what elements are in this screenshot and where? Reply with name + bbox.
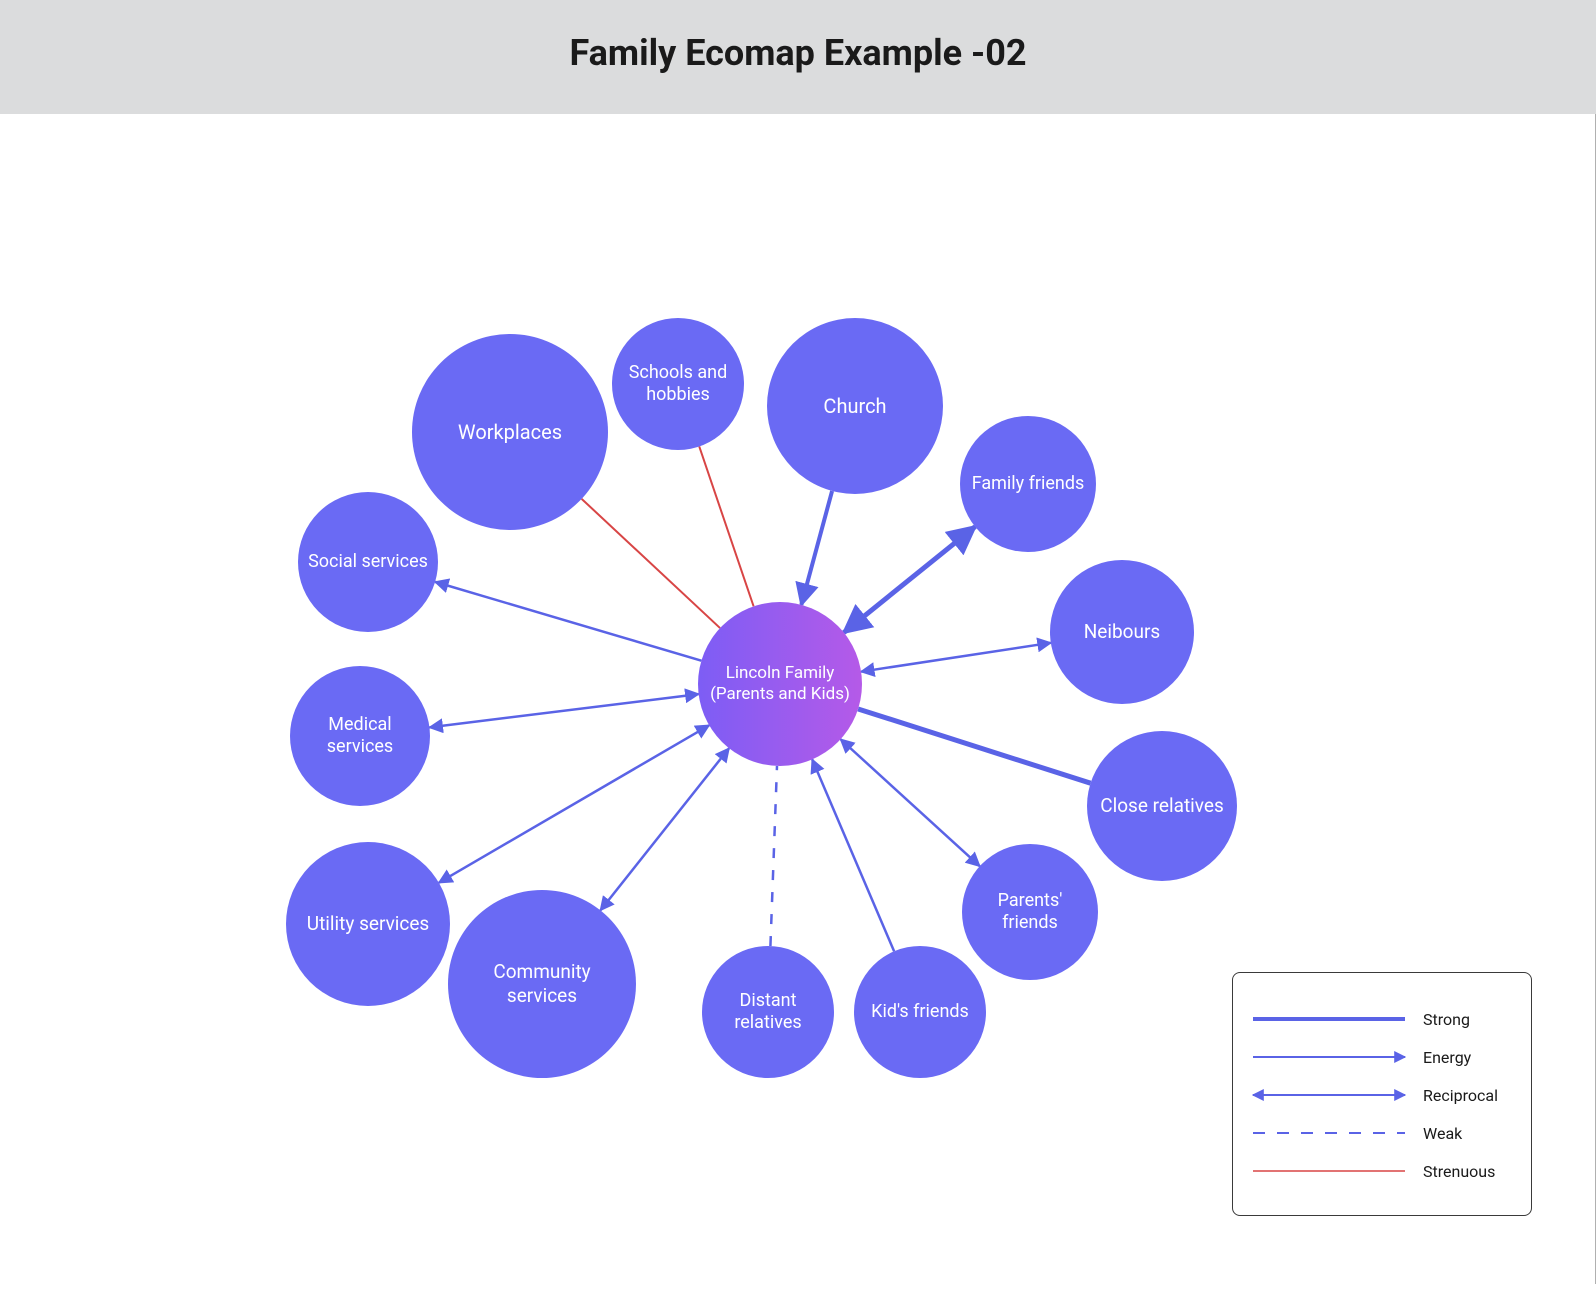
edge-neibours <box>861 643 1051 672</box>
node-distant: Distant relatives <box>702 946 834 1078</box>
node-label: Medical services <box>298 714 422 759</box>
node-medical: Medical services <box>290 666 430 806</box>
node-church: Church <box>767 318 943 494</box>
edge-workplaces <box>582 499 720 628</box>
page-header: Family Ecomap Example -02 <box>0 0 1596 114</box>
legend-label: Reciprocal <box>1423 1086 1498 1105</box>
node-neibours: Neibours <box>1050 560 1194 704</box>
node-workplaces: Workplaces <box>412 334 608 530</box>
edge-schools <box>699 446 753 606</box>
edge-utility <box>439 725 709 882</box>
node-label: Church <box>823 394 886 419</box>
node-label: Community services <box>456 960 628 1008</box>
diagram-canvas: Workplaces Schools and hobbies Church Famil… <box>0 114 1596 1284</box>
node-label: Close relatives <box>1100 794 1224 818</box>
node-label: Parents' friends <box>970 890 1090 935</box>
node-kids-friends: Kid's friends <box>854 946 986 1078</box>
node-social: Social services <box>298 492 438 632</box>
legend-row-strong: Strong <box>1249 1009 1515 1029</box>
legend-row-reciprocal: Reciprocal <box>1249 1085 1515 1105</box>
edge-parents-friends <box>841 739 980 866</box>
node-parents-friends: Parents' friends <box>962 844 1098 980</box>
node-label: Kid's friends <box>871 1001 969 1024</box>
legend-label: Strong <box>1423 1010 1470 1029</box>
edge-church <box>801 491 832 605</box>
edge-distant <box>770 766 777 946</box>
legend-label: Strenuous <box>1423 1162 1495 1181</box>
node-label: Workplaces <box>458 420 562 445</box>
legend-row-weak: Weak <box>1249 1123 1515 1143</box>
node-label: Schools and hobbies <box>620 362 736 407</box>
node-schools: Schools and hobbies <box>612 318 744 450</box>
legend-label: Weak <box>1423 1124 1462 1143</box>
page-title: Family Ecomap Example -02 <box>0 32 1596 74</box>
node-label: Neibours <box>1084 620 1160 644</box>
legend: Strong Energy Reciprocal Weak Strenuous <box>1232 972 1532 1216</box>
node-utility: Utility services <box>286 842 450 1006</box>
node-label: Social services <box>308 551 428 574</box>
node-family-friends: Family friends <box>960 416 1096 552</box>
center-node: Lincoln Family (Parents and Kids) <box>698 602 862 766</box>
edge-close <box>858 709 1090 783</box>
node-community: Community services <box>448 890 636 1078</box>
edge-kids-friends <box>812 759 894 951</box>
node-close: Close relatives <box>1087 731 1237 881</box>
node-label: Lincoln Family (Parents and Kids) <box>706 663 854 706</box>
node-label: Distant relatives <box>710 990 826 1035</box>
edge-family-friends <box>844 527 975 633</box>
legend-label: Energy <box>1423 1048 1471 1067</box>
node-label: Family friends <box>972 473 1085 496</box>
node-label: Utility services <box>307 912 429 936</box>
legend-row-energy: Energy <box>1249 1047 1515 1067</box>
edge-social <box>435 582 701 661</box>
edge-medical <box>429 694 698 727</box>
edge-community <box>600 748 729 910</box>
legend-row-strenuous: Strenuous <box>1249 1161 1515 1181</box>
